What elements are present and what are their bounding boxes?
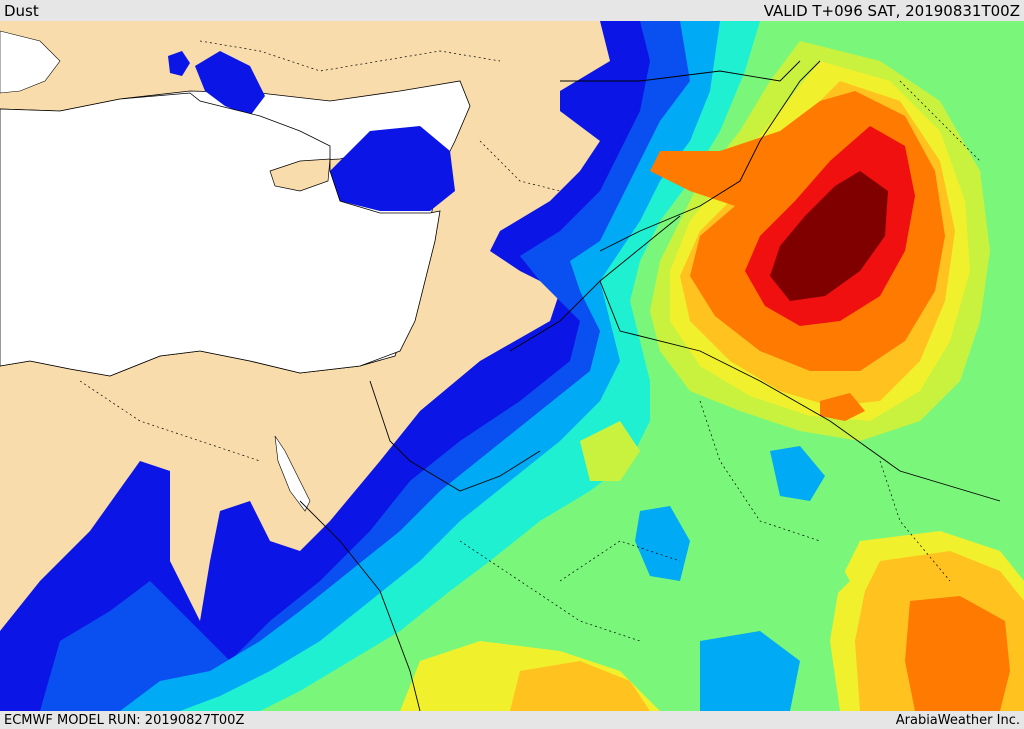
country-borders: [299, 60, 1001, 711]
model-run: ECMWF MODEL RUN: 20190827T00Z: [4, 712, 245, 728]
mediterranean-overlay: [0, 92, 441, 377]
dust-field: [0, 21, 1024, 711]
aegean-sea: [0, 30, 61, 94]
dust-map[interactable]: [0, 21, 1024, 711]
credit-text: ArabiaWeather Inc.: [895, 712, 1020, 728]
cyprus-overlay: [269, 158, 331, 192]
map-footer: ECMWF MODEL RUN: 20190827T00Z ArabiaWeat…: [0, 711, 1024, 729]
map-canvas: [0, 21, 1024, 711]
map-header: Dust VALID T+096 SAT, 20190831T00Z: [0, 0, 1024, 21]
province-borders: [79, 40, 981, 642]
product-title: Dust: [4, 1, 39, 20]
valid-time: VALID T+096 SAT, 20190831T00Z: [763, 1, 1020, 20]
red-sea: [274, 435, 311, 512]
